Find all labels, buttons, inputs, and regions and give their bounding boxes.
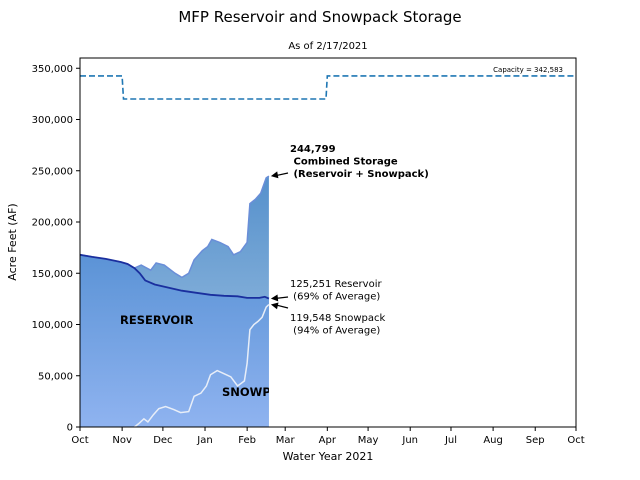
annotation-text: 125,251 Reservoir (69% of Average) — [290, 279, 382, 303]
x-tick-label: Feb — [238, 435, 256, 446]
x-tick-label: Sep — [526, 435, 545, 446]
annotation-1: 125,251 Reservoir (69% of Average) — [270, 279, 382, 303]
x-tick-label: Apr — [319, 435, 337, 446]
x-tick-label: Aug — [483, 435, 503, 446]
reservoir-label: RESERVOIR — [120, 313, 193, 327]
annotation-text: 119,548 Snowpack (94% of Average) — [290, 313, 385, 337]
snowpack-label-group: SNOWPACK — [222, 385, 297, 399]
annotations: 244,799 Combined Storage (Reservoir + Sn… — [270, 144, 429, 337]
plot-frame — [79, 57, 577, 428]
plot-area: Capacity = 342,583 — [80, 66, 576, 427]
annotation-arrowhead — [270, 302, 279, 310]
y-tick-label: 200,000 — [32, 218, 73, 229]
x-tick-label: Oct — [71, 435, 88, 446]
annotation-arrowhead — [270, 171, 279, 179]
y-tick-label: 350,000 — [32, 64, 73, 75]
y-axis-label: Acre Feet (AF) — [6, 203, 19, 280]
annotation-line: (Reservoir + Snowpack) — [290, 169, 429, 180]
annotation-line: 119,548 Snowpack — [290, 313, 385, 324]
annotation-line: (69% of Average) — [290, 292, 380, 303]
annotation-arrowhead — [270, 294, 279, 302]
annotation-2: 119,548 Snowpack (94% of Average) — [270, 302, 385, 337]
annotation-line: (94% of Average) — [290, 326, 380, 337]
y-tick-label: 0 — [67, 423, 73, 434]
x-tick-label: Jul — [444, 435, 457, 446]
x-tick-label: Jun — [401, 435, 418, 446]
annotation-text: 244,799 Combined Storage (Reservoir + Sn… — [290, 144, 429, 180]
x-axis-label: Water Year 2021 — [283, 450, 374, 463]
x-tick-label: Oct — [567, 435, 584, 446]
annotation-0: 244,799 Combined Storage (Reservoir + Sn… — [270, 144, 429, 180]
combined-line — [80, 175, 270, 279]
x-tick-label: Jan — [196, 435, 212, 446]
y-axis: 0 50,000 100,000 150,000 200,000 250,000 300,0… — [32, 64, 80, 434]
chart-title: MFP Reservoir and Snowpack Storage — [178, 8, 461, 26]
reservoir-line — [80, 253, 270, 300]
x-axis: Oct Nov Dec Jan Feb Mar Apr May Jun Jul Aug Sep Oct — [71, 427, 585, 446]
annotation-line: 244,799 — [290, 144, 336, 155]
y-tick-label: 300,000 — [32, 115, 73, 126]
snowpack-label: SNOWPACK — [222, 385, 297, 399]
x-tick-label: Nov — [112, 435, 132, 446]
capacity-line — [80, 75, 576, 100]
series-labels: RESERVOIR SNOWPACK — [120, 313, 297, 399]
y-tick-label: 100,000 — [32, 320, 73, 331]
y-tick-label: 150,000 — [32, 269, 73, 280]
reservoir-area — [80, 254, 269, 427]
snowpack-line — [133, 303, 270, 427]
x-tick-label: May — [358, 435, 379, 446]
annotation-line: Combined Storage — [290, 157, 398, 168]
annotation-line: 125,251 Reservoir — [290, 279, 382, 290]
capacity-label: Capacity = 342,583 — [493, 66, 563, 74]
y-tick-label: 250,000 — [32, 166, 73, 177]
x-tick-label: Dec — [153, 435, 172, 446]
x-tick-label: Mar — [276, 435, 296, 446]
y-tick-label: 50,000 — [38, 371, 73, 382]
chart-subtitle: As of 2/17/2021 — [288, 41, 367, 52]
